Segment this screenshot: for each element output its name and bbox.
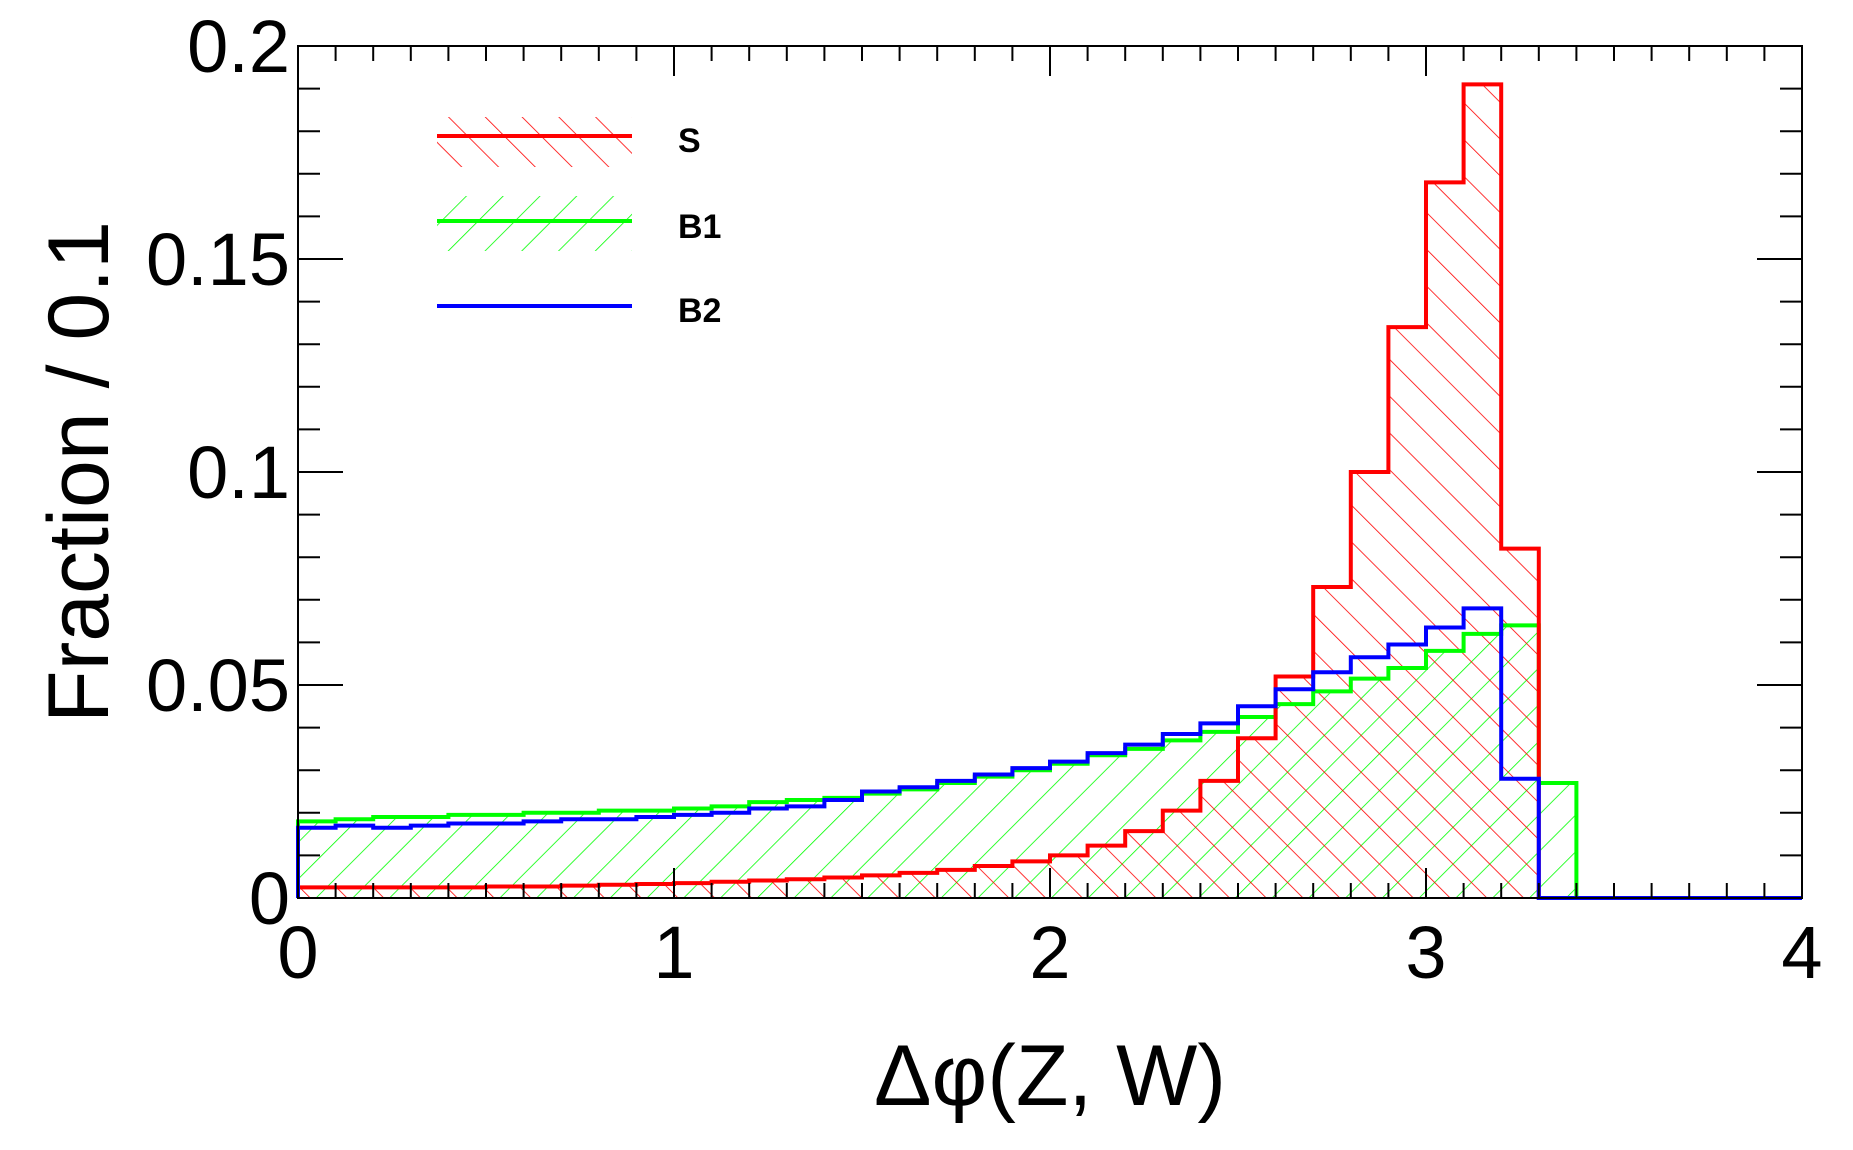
- x-tick-label: 0: [277, 911, 318, 994]
- series-b1: [296, 623, 1802, 900]
- series-b1-outline: [296, 623, 1802, 900]
- y-tick-label: 0.1: [187, 431, 290, 514]
- legend: S B1 B2: [437, 117, 721, 330]
- legend-swatch-b1: [437, 196, 632, 251]
- y-tick-label: 0.15: [146, 218, 290, 301]
- tick-layer: 0 1 2 3 4 0 0.05 0.1 0.15 0.2: [146, 5, 1823, 994]
- x-tick-label: 2: [1029, 911, 1070, 994]
- legend-swatch-s: [437, 117, 632, 167]
- y-tick-label: 0: [249, 857, 290, 940]
- x-tick-label: 1: [653, 911, 694, 994]
- x-tick-label: 4: [1781, 911, 1822, 994]
- y-tick-label: 0.05: [146, 644, 290, 727]
- legend-label-s: S: [678, 122, 701, 160]
- x-tick-label: 3: [1405, 911, 1446, 994]
- y-axis-label: Fraction / 0.1: [31, 221, 127, 723]
- legend-label-b2: B2: [678, 292, 721, 330]
- series-b2: [296, 606, 1802, 900]
- x-axis-label: Δφ(Z, W): [874, 1028, 1226, 1124]
- legend-label-b1: B1: [678, 208, 721, 246]
- legend-entry-b2: B2: [437, 292, 721, 330]
- legend-entry-b1: B1: [437, 196, 721, 251]
- series-b2-outline: [296, 606, 1802, 900]
- legend-entry-s: S: [437, 117, 701, 167]
- y-tick-label: 0.2: [187, 5, 290, 88]
- series-layer: [296, 82, 1802, 900]
